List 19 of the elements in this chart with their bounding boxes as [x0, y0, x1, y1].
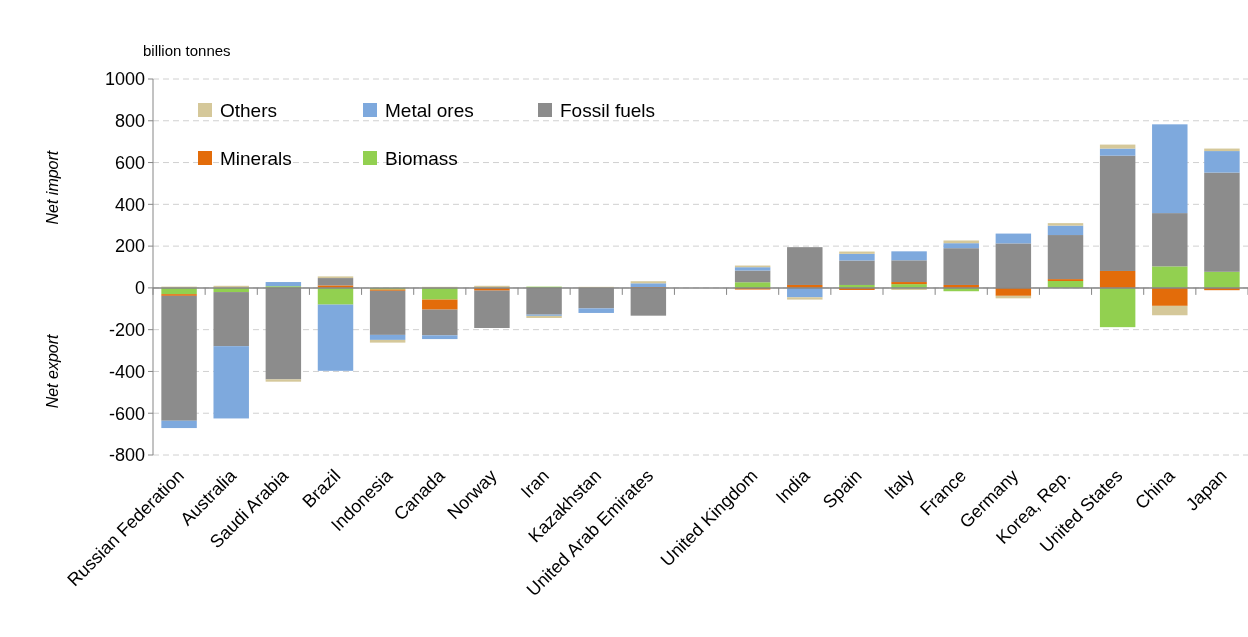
- y-tick-label: 0: [134, 278, 145, 299]
- x-tick-label: Italy: [880, 465, 918, 504]
- legend-label: Metal ores: [385, 99, 474, 121]
- legend-label: Others: [220, 99, 278, 121]
- text: Net export: [44, 333, 61, 409]
- y-tick-label: -400: [108, 361, 145, 382]
- text: Net import: [44, 150, 61, 225]
- legend-label: Minerals: [220, 147, 292, 169]
- y-tick-label: 800: [114, 111, 145, 132]
- y-tick-label: 600: [114, 152, 145, 173]
- y-tick-label: 400: [114, 194, 145, 215]
- y-axis-title: billion tonnes: [143, 42, 231, 59]
- y-tick-label: 200: [114, 236, 145, 257]
- legend-label: Biomass: [385, 147, 458, 169]
- y-tick-label: 1000: [104, 69, 145, 90]
- legend-label: Fossil fuels: [560, 99, 656, 121]
- y-tick-label: -200: [108, 319, 145, 340]
- y-tick-label: -800: [108, 445, 145, 466]
- y-tick-label: -600: [108, 403, 145, 424]
